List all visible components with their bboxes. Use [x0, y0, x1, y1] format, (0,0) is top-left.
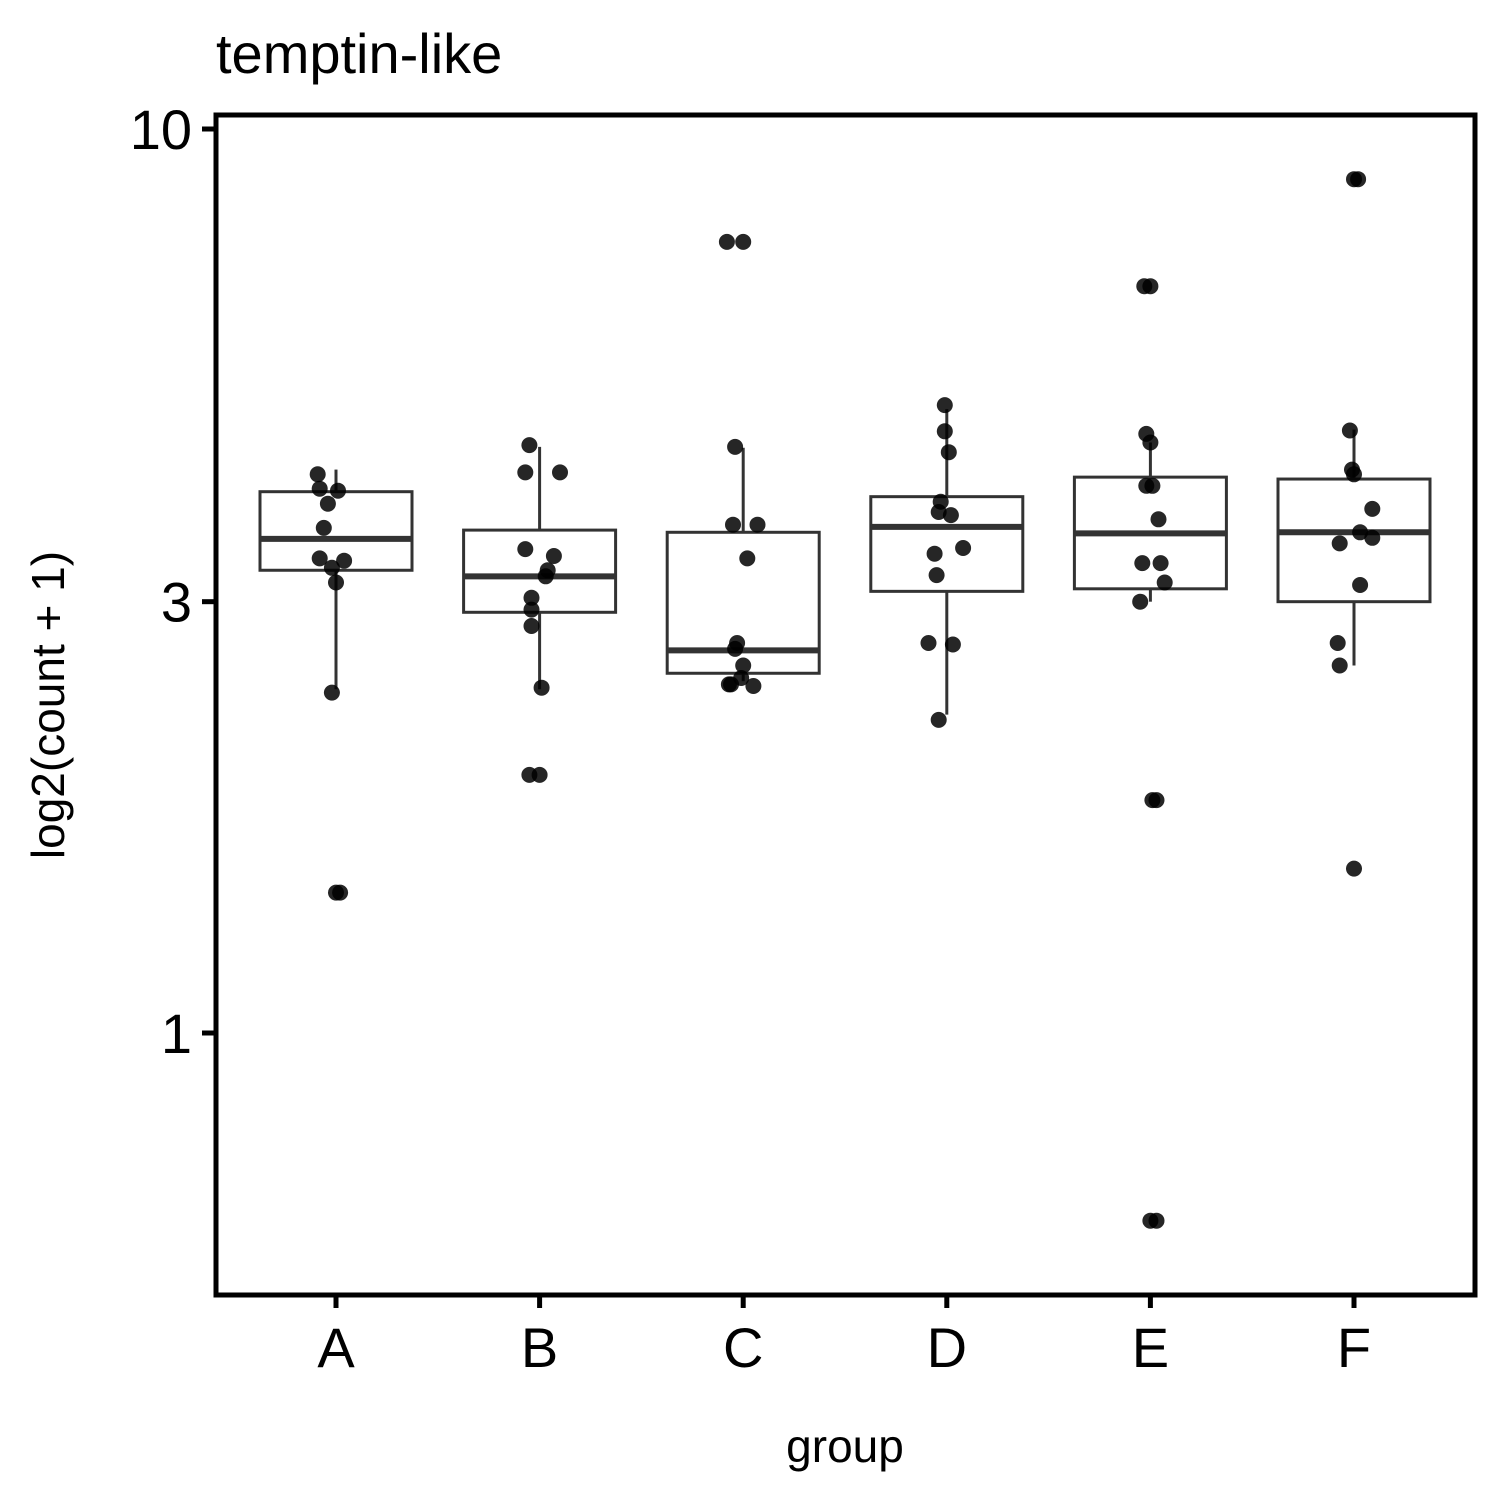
data-point	[955, 540, 972, 556]
data-point	[727, 640, 744, 657]
data-point	[533, 679, 550, 696]
data-point	[718, 233, 735, 250]
data-point	[545, 548, 562, 564]
y-tick-label: 3	[161, 571, 192, 634]
data-point	[1331, 657, 1348, 674]
data-point	[1148, 1212, 1165, 1229]
data-point	[725, 516, 741, 533]
data-point	[1352, 577, 1369, 593]
data-point	[1331, 535, 1348, 552]
box-B	[462, 446, 618, 690]
data-point	[1352, 524, 1369, 541]
data-point	[523, 618, 540, 634]
x-tick-label: F	[1337, 1316, 1371, 1379]
data-point	[749, 516, 766, 533]
x-axis-title: group	[786, 1420, 904, 1472]
data-point	[323, 559, 340, 576]
box-E	[1072, 442, 1228, 602]
data-point	[311, 480, 328, 497]
box-iqr	[462, 528, 618, 614]
data-point	[309, 466, 326, 483]
data-point	[1346, 860, 1362, 877]
data-point	[315, 519, 332, 536]
y-axis-title: log2(count + 1)	[22, 551, 74, 859]
data-point	[940, 444, 957, 461]
box-iqr	[258, 490, 414, 572]
y-tick-label: 1	[161, 1002, 192, 1065]
data-point	[311, 550, 328, 567]
data-point	[537, 568, 554, 585]
data-point	[942, 507, 959, 524]
x-tick-label: E	[1132, 1316, 1169, 1379]
data-point	[521, 437, 538, 454]
data-point	[745, 678, 762, 694]
points-layer	[309, 171, 1381, 1229]
data-point	[552, 464, 568, 481]
data-point	[1329, 635, 1346, 651]
data-point	[523, 589, 540, 606]
y-axis: 1 3 10	[130, 98, 216, 1065]
x-tick-label: A	[317, 1316, 355, 1379]
data-point	[517, 541, 534, 558]
data-point	[936, 397, 953, 414]
data-point	[1138, 477, 1155, 494]
data-point	[323, 684, 340, 701]
box-A	[258, 469, 414, 690]
data-point	[723, 676, 739, 693]
data-point	[926, 545, 943, 562]
data-point	[930, 711, 947, 728]
x-tick-label: D	[927, 1316, 967, 1379]
data-point	[1148, 792, 1165, 809]
data-point	[1350, 171, 1367, 188]
data-point	[735, 657, 752, 674]
data-point	[1142, 434, 1159, 451]
chart-title: temptin-like	[216, 22, 502, 85]
plot-panel-border	[213, 112, 1478, 1298]
data-point	[727, 438, 744, 455]
data-point	[1152, 555, 1169, 572]
data-point	[928, 567, 945, 584]
data-point	[517, 464, 534, 481]
data-point	[1132, 593, 1149, 610]
data-point	[1134, 555, 1151, 572]
x-tick-label: B	[521, 1316, 558, 1379]
data-point	[523, 601, 540, 618]
data-point	[328, 574, 344, 591]
data-point	[936, 423, 953, 440]
data-point	[336, 552, 353, 569]
data-point	[1346, 466, 1362, 483]
data-point	[1364, 500, 1381, 517]
data-point	[330, 482, 346, 499]
data-point	[930, 504, 947, 520]
data-point	[944, 636, 961, 653]
data-point	[531, 766, 548, 783]
data-point	[735, 233, 752, 250]
data-point	[920, 635, 937, 651]
data-point	[1150, 511, 1167, 528]
data-point	[1156, 574, 1173, 591]
data-point	[319, 495, 336, 512]
data-point	[1341, 422, 1358, 439]
x-axis: A B C D E F	[317, 1295, 1371, 1379]
data-point	[332, 884, 349, 901]
y-tick-label: 10	[130, 98, 192, 161]
x-tick-label: C	[723, 1316, 763, 1379]
data-point	[1142, 278, 1159, 295]
data-point	[1364, 529, 1381, 546]
data-point	[739, 550, 756, 567]
